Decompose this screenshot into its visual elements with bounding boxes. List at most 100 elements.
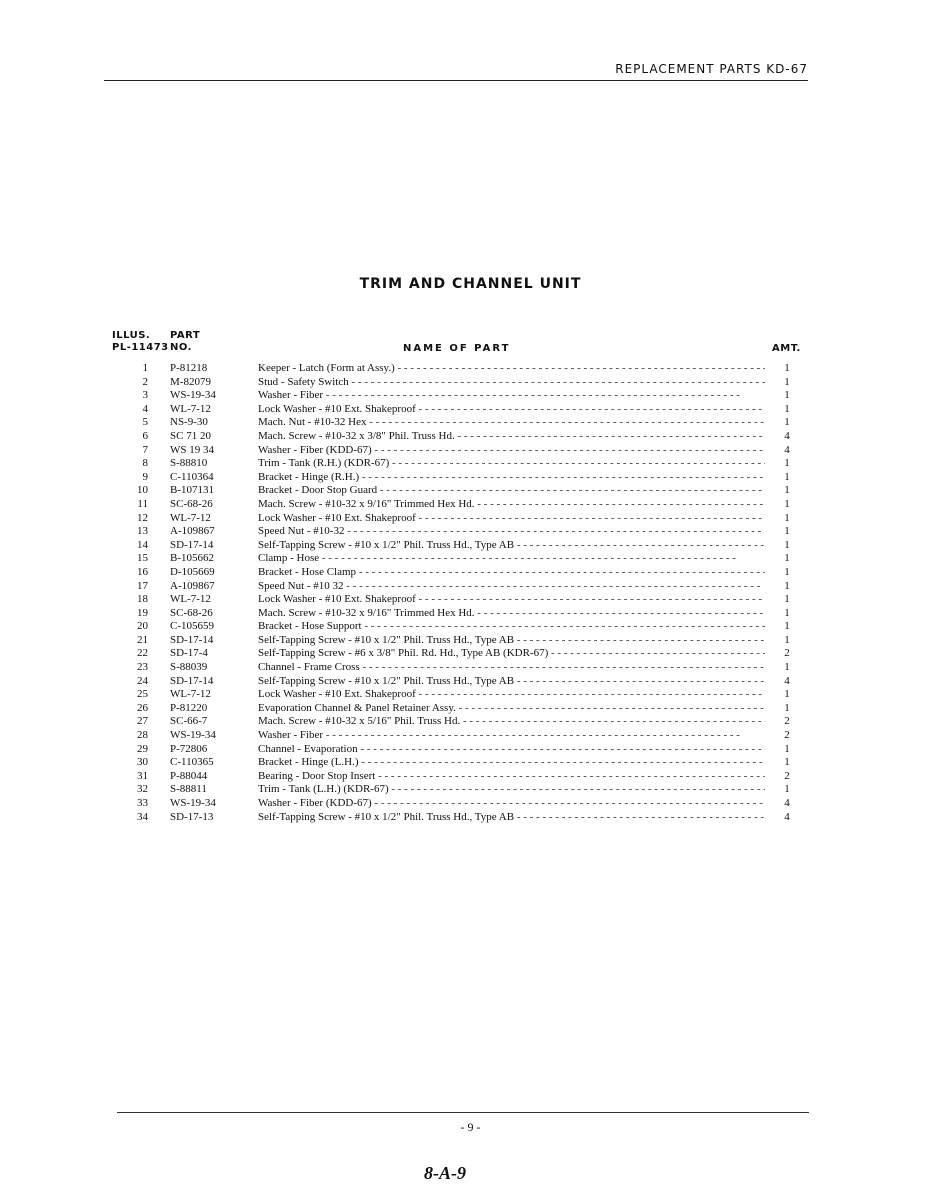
table-row: 14 SD-17-14 Self-Tapping Screw - #10 x 1/2… [0, 539, 941, 553]
part-number: P-88044 [170, 769, 208, 782]
amount: 1 [784, 538, 790, 551]
amount: 1 [784, 402, 790, 415]
part-number: A-109867 [170, 579, 215, 592]
part-name: Washer - Fiber [258, 389, 765, 403]
part-name: Lock Washer - #10 Ext. Shakeproof [258, 403, 765, 417]
amount: 4 [784, 443, 790, 456]
part-number: M-82079 [170, 375, 211, 388]
part-name: Bracket - Hose Clamp [258, 566, 765, 580]
illus-number: 32 [137, 783, 148, 796]
part-name: Clamp - Hose [258, 552, 765, 566]
illus-number: 30 [137, 756, 148, 769]
illus-header-line1: ILLUS. [112, 330, 151, 341]
table-row: 5 NS-9-30 Mach. Nut - #10-32 Hex 1 [0, 416, 941, 430]
illus-number: 19 [137, 606, 148, 619]
illus-number: 17 [137, 579, 148, 592]
amount: 4 [784, 797, 790, 809]
part-number: WL-7-12 [170, 402, 211, 415]
part-name: Self-Tapping Screw - #10 x 1/2" Phil. Tr… [258, 634, 765, 648]
table-row: 6 SC 71 20 Mach. Screw - #10-32 x 3/8" Phi… [0, 430, 941, 444]
illus-number: 26 [137, 701, 148, 714]
part-number: B-105662 [170, 552, 214, 565]
illus-number: 16 [137, 565, 148, 578]
part-name: Speed Nut - #10 32 [258, 580, 765, 594]
part-number: SD-17-13 [170, 810, 214, 823]
part-name: Keeper - Latch (Form at Assy.) [258, 362, 765, 376]
illus-number: 29 [137, 742, 148, 755]
part-name: Self-Tapping Screw - #10 x 1/2" Phil. Tr… [258, 675, 765, 689]
part-number: C-105659 [170, 620, 214, 633]
part-number: SD-17-14 [170, 633, 214, 646]
amount: 2 [784, 647, 790, 660]
part-name: Channel - Frame Cross [258, 661, 765, 675]
table-row: 31 P-88044 Bearing - Door Stop Insert 2 [0, 770, 941, 784]
illus-number: 27 [137, 715, 148, 728]
part-name: Self-Tapping Screw - #10 x 1/2" Phil. Tr… [258, 811, 765, 825]
part-number: WS 19 34 [170, 443, 214, 456]
amount: 2 [784, 769, 790, 782]
part-number: P-81220 [170, 701, 208, 714]
part-name: Lock Washer - #10 Ext. Shakeproof [258, 688, 765, 702]
part-number: C-110364 [170, 470, 214, 483]
table-row: 4 WL-7-12 Lock Washer - #10 Ext. Shakeproo… [0, 403, 941, 417]
part-number: B-107131 [170, 484, 214, 497]
illus-number: 33 [137, 797, 148, 809]
amount: 1 [784, 688, 790, 701]
part-number: SD-17-14 [170, 538, 214, 551]
amount: 1 [784, 565, 790, 578]
part-name: Trim - Tank (R.H.) (KDR-67) [258, 457, 765, 471]
amount: 1 [784, 375, 790, 388]
illus-number: 12 [137, 511, 148, 524]
illus-header-line2: PL-11473 [112, 342, 169, 353]
part-name: Evaporation Channel & Panel Retainer Ass… [258, 702, 765, 716]
part-name: Mach. Screw - #10-32 x 3/8" Phil. Truss … [258, 430, 765, 444]
part-name: Bracket - Hose Support [258, 620, 765, 634]
part-number: C-110365 [170, 756, 214, 769]
amount: 1 [784, 470, 790, 483]
table-row: 8 S-88810 Trim - Tank (R.H.) (KDR-67) 1 [0, 457, 941, 471]
illus-number: 10 [137, 484, 148, 497]
part-name: Washer - Fiber (KDD-67) [258, 444, 765, 458]
illus-number: 4 [142, 402, 149, 415]
amount: 1 [784, 416, 790, 429]
amount: 4 [784, 429, 790, 442]
part-name: Bracket - Hinge (R.H.) [258, 471, 765, 485]
amount: 1 [784, 484, 790, 497]
part-number: SD-17-4 [170, 647, 208, 660]
amount: 4 [784, 674, 790, 687]
illus-number: 7 [142, 443, 149, 456]
amount: 1 [784, 362, 790, 374]
part-name: Washer - Fiber [258, 729, 765, 743]
table-row: 33 WS-19-34 Washer - Fiber (KDD-67) 4 [0, 797, 941, 811]
part-number: S-88039 [170, 661, 208, 674]
table-row: 16 D-105669 Bracket - Hose Clamp 1 [0, 566, 941, 580]
amount: 1 [784, 457, 790, 470]
amount: 1 [784, 633, 790, 646]
part-number: A-109867 [170, 525, 215, 538]
table-row: 7 WS 19 34 Washer - Fiber (KDD-67) 4 [0, 444, 941, 458]
amount: 1 [784, 552, 790, 565]
illus-number: 21 [137, 633, 148, 646]
part-name: Mach. Screw - #10-32 x 9/16" Trimmed Hex… [258, 607, 765, 621]
table-row: 2 M-82079 Stud - Safety Switch 1 [0, 376, 941, 390]
amount: 1 [784, 497, 790, 510]
table-row: 22 SD-17-4 Self-Tapping Screw - #6 x 3/8" … [0, 647, 941, 661]
amount: 1 [784, 525, 790, 538]
illus-number: 24 [137, 674, 148, 687]
illus-number: 8 [142, 457, 149, 470]
table-row: 1 P-81218 Keeper - Latch (Form at Assy.) 1 [0, 362, 941, 376]
part-name: Bracket - Hinge (L.H.) [258, 756, 765, 770]
amount: 4 [784, 810, 790, 823]
amount: 1 [784, 579, 790, 592]
part-name: Bracket - Door Stop Guard [258, 484, 765, 498]
part-name: Self-Tapping Screw - #10 x 1/2" Phil. Tr… [258, 539, 765, 553]
table-row: 13 A-109867 Speed Nut - #10-32 1 [0, 525, 941, 539]
illus-number: 6 [142, 429, 149, 442]
section-title: TRIM AND CHANNEL UNIT [359, 276, 582, 292]
illus-number: 15 [137, 552, 148, 565]
illus-number: 11 [137, 497, 148, 510]
part-number: WS-19-34 [170, 389, 216, 402]
illus-number: 13 [137, 525, 148, 538]
running-header: REPLACEMENT PARTS KD-67 [615, 62, 808, 76]
